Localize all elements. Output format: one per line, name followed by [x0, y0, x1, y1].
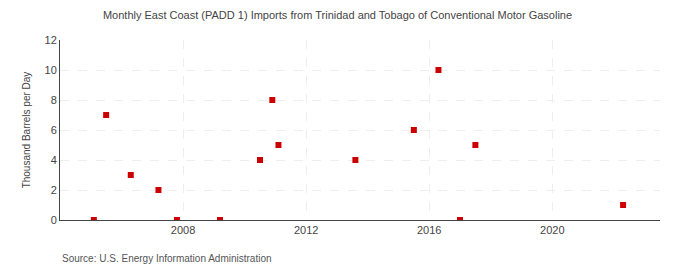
svg-text:Source: U.S. Energy Informatio: Source: U.S. Energy Information Administ…: [62, 253, 272, 264]
svg-text:8: 8: [51, 94, 57, 106]
svg-text:2016: 2016: [417, 224, 441, 236]
svg-text:6: 6: [51, 124, 57, 136]
svg-text:Monthly East Coast (PADD 1) Im: Monthly East Coast (PADD 1) Imports from…: [103, 9, 572, 21]
svg-text:0: 0: [51, 214, 57, 226]
svg-text:10: 10: [45, 64, 57, 76]
svg-text:2008: 2008: [171, 224, 195, 236]
svg-text:2: 2: [51, 184, 57, 196]
svg-text:12: 12: [45, 34, 57, 46]
svg-text:2012: 2012: [294, 224, 318, 236]
svg-text:Thousand Barrels per Day: Thousand Barrels per Day: [21, 72, 32, 189]
svg-text:4: 4: [51, 154, 57, 166]
svg-text:2020: 2020: [540, 224, 564, 236]
